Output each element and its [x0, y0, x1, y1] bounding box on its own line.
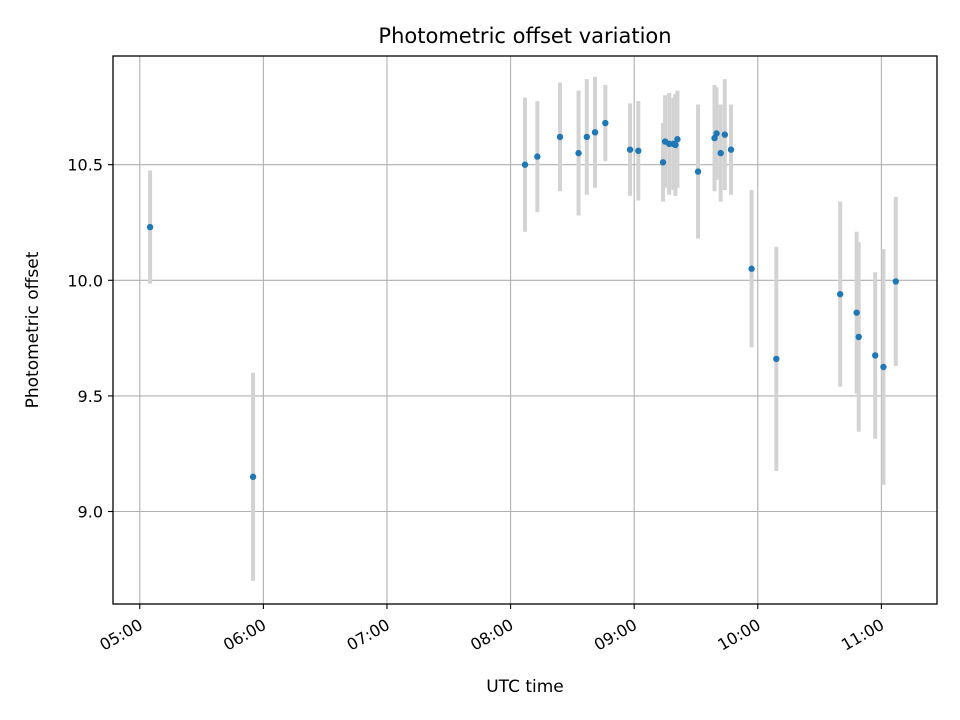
data-point: [713, 130, 720, 137]
y-tick-label: 10.0: [67, 271, 103, 290]
y-axis-label: Photometric offset: [23, 251, 43, 408]
grid: [113, 56, 937, 604]
data-point: [635, 147, 642, 155]
data-point: [853, 309, 860, 316]
data-point: [556, 133, 564, 141]
y-tick-label: 9.5: [78, 387, 103, 406]
data-point: [249, 473, 257, 481]
data-point: [836, 290, 844, 298]
data-point: [717, 149, 724, 157]
data-point: [626, 146, 634, 153]
y-tick-label: 10.5: [67, 156, 103, 175]
data-point: [674, 136, 681, 143]
data-point: [575, 149, 582, 157]
data-point: [872, 352, 879, 359]
plot-frame: [112, 55, 938, 605]
data-point: [659, 159, 667, 166]
data-point: [880, 363, 887, 371]
data-point: [727, 146, 735, 153]
data-point: [146, 223, 154, 231]
chart-title: Photometric offset variation: [378, 24, 671, 48]
data-point: [521, 161, 529, 168]
data-point: [534, 153, 541, 160]
data-point: [855, 333, 862, 341]
data-point: [748, 265, 755, 272]
data-point: [773, 355, 780, 363]
x-axis-label: UTC time: [486, 677, 564, 697]
data-point: [721, 131, 729, 138]
data-point: [591, 129, 599, 136]
data-point: [583, 133, 590, 141]
data-point: [672, 141, 679, 149]
data-point: [892, 278, 899, 285]
data-points: [146, 119, 899, 481]
y-tick-label: 9.0: [78, 503, 103, 522]
data-point: [602, 119, 609, 127]
y-axis: 9.0 9.5 10.0 10.5: [67, 156, 113, 522]
data-point: [694, 168, 702, 175]
